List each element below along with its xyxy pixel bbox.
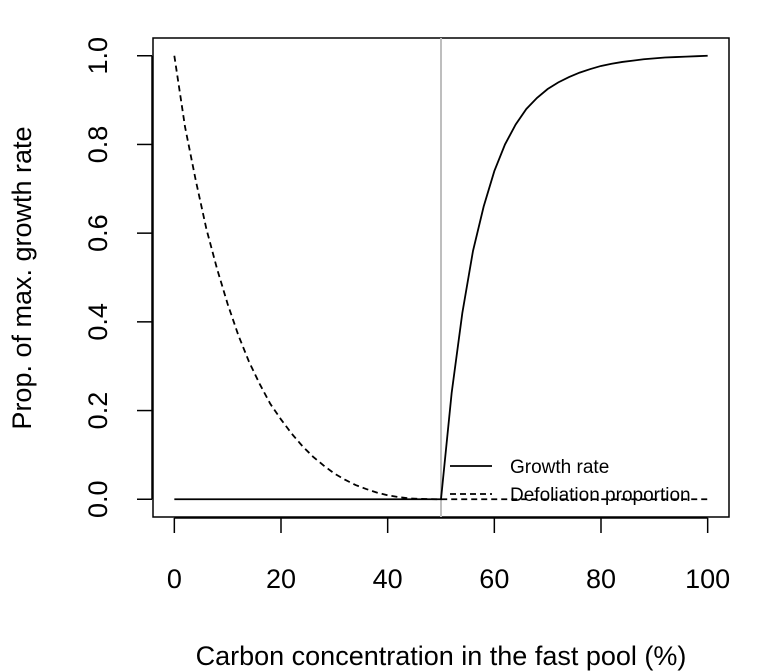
x-tick-label: 0 [167, 564, 182, 594]
x-tick-label: 100 [685, 564, 730, 594]
y-tick-label: 0.2 [83, 392, 113, 430]
y-tick-label: 0.6 [83, 214, 113, 252]
x-tick-label: 20 [266, 564, 296, 594]
x-tick-label: 40 [373, 564, 403, 594]
y-tick-label: 1.0 [83, 37, 113, 75]
x-tick-label: 60 [479, 564, 509, 594]
y-tick-label: 0.0 [83, 480, 113, 518]
series-line-growth-rate [174, 54, 708, 501]
y-axis-label: Prop. of max. growth rate [7, 126, 37, 429]
legend-label: Defoliation proportion [510, 485, 691, 506]
y-tick-label: 0.8 [83, 126, 113, 164]
series-line-defoliation-proportion [173, 55, 708, 501]
legend-label: Growth rate [510, 457, 609, 478]
legend: Growth rate Defoliation proportion [450, 457, 691, 506]
x-axis-label: Carbon concentration in the fast pool (%… [196, 641, 687, 671]
x-tick-label: 80 [586, 564, 616, 594]
y-tick-label: 0.4 [83, 303, 113, 341]
